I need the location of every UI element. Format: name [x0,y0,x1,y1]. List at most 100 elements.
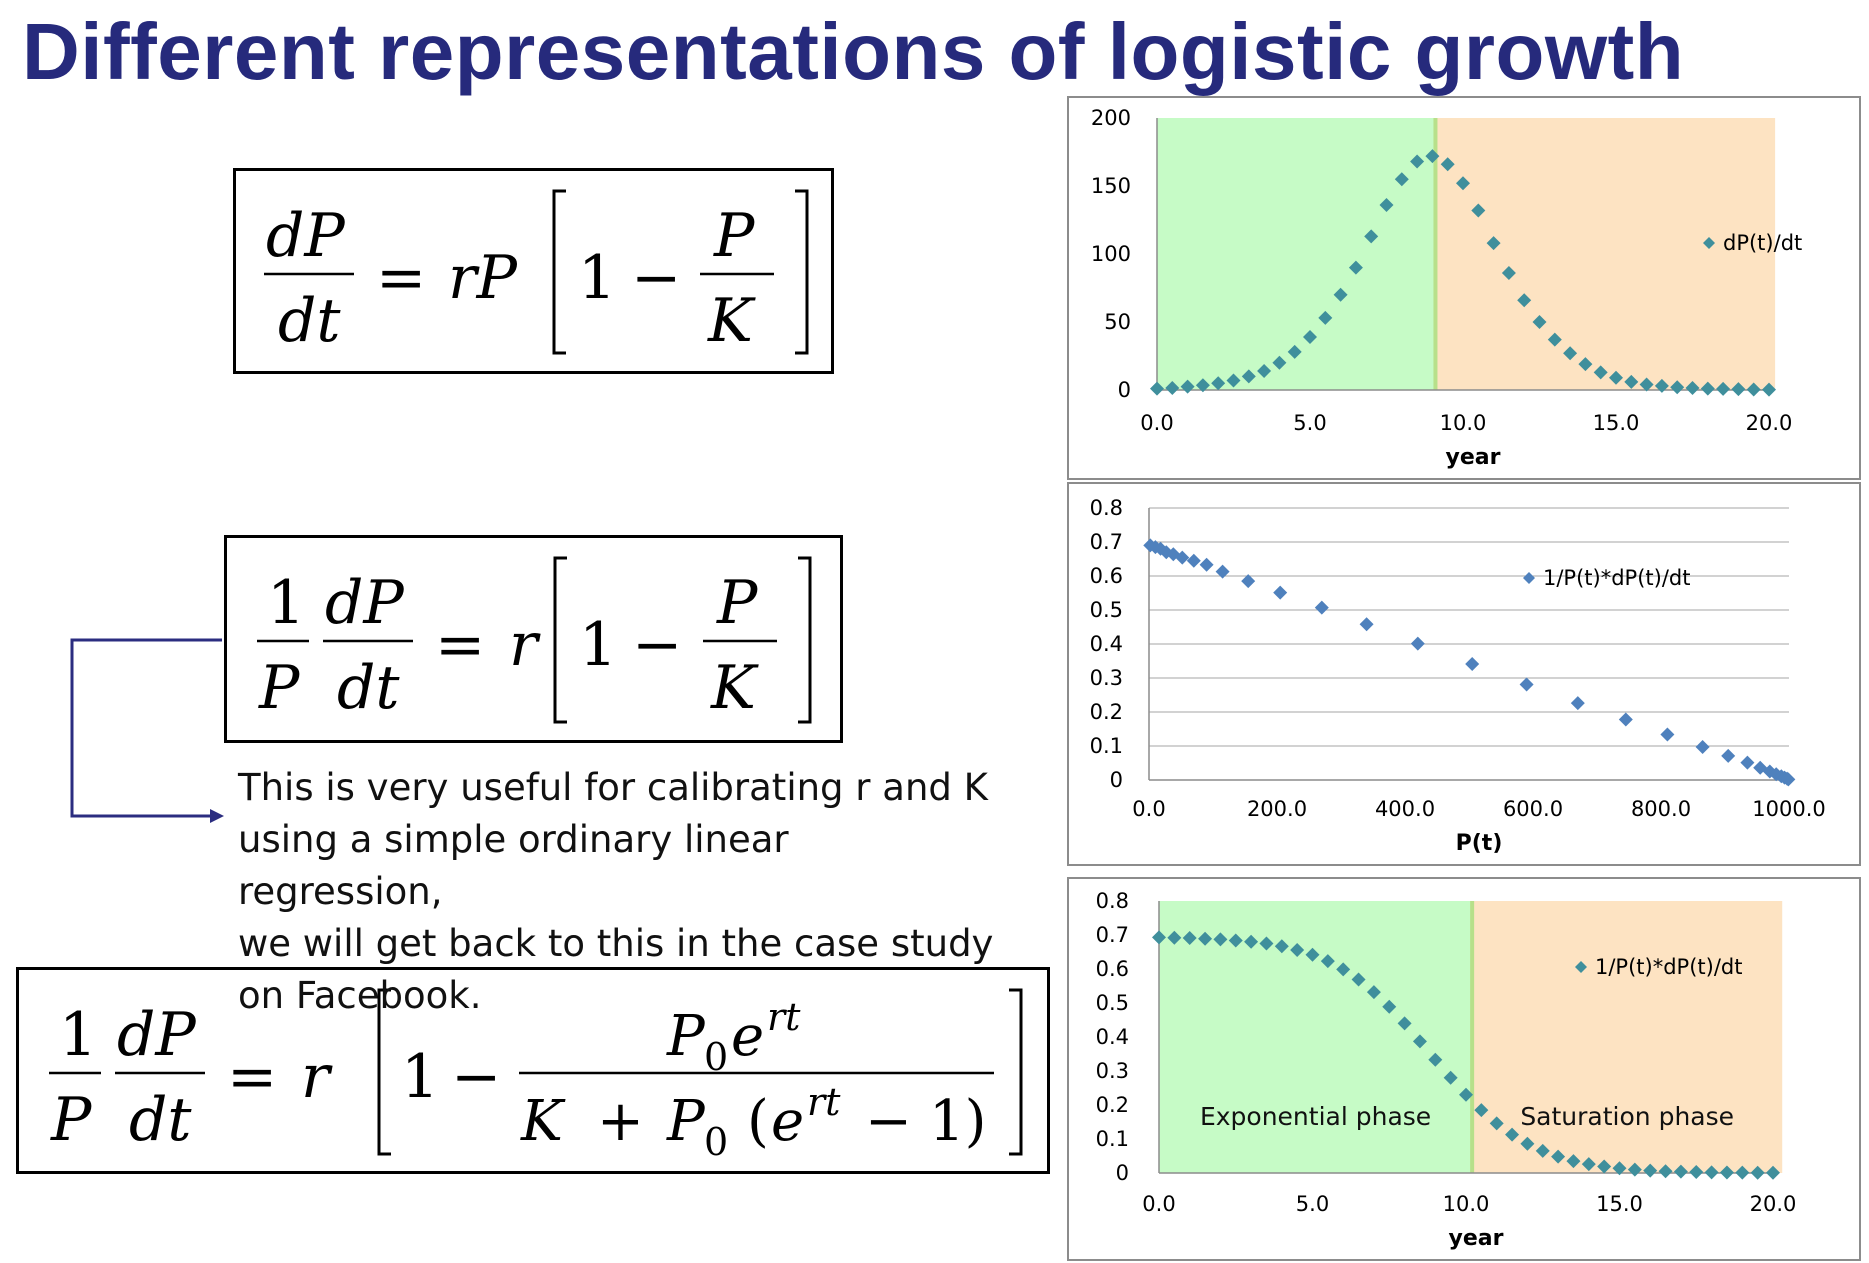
data-point [1382,999,1397,1014]
svg-text:=: = [376,243,426,313]
data-point [1226,373,1241,388]
x-tick-label: 20.0 [1746,411,1793,435]
data-point [1643,1163,1658,1178]
svg-text:0: 0 [704,1035,728,1079]
data-point [1333,287,1348,302]
svg-text:P: P [666,1089,706,1154]
svg-text:P: P [713,201,756,271]
data-point [1152,930,1166,945]
y-tick-label: 50 [1104,310,1131,334]
data-point [1394,172,1409,187]
data-point [1410,636,1425,651]
note-line: using a simple ordinary linear regressio… [238,818,789,913]
page-title: Different representations of logistic gr… [22,7,1685,96]
data-point [1379,198,1394,213]
data-point [1474,1103,1489,1118]
data-point [1186,553,1201,568]
svg-text:+: + [597,1089,644,1154]
data-point [1273,585,1288,600]
chart-per-capita-vs-year-svg: 0 0.1 0.2 0.3 0.4 0.5 0.6 0.7 0.8 0.0 5.0 10.0 15.0 2… [1096,889,1797,1251]
svg-text:1: 1 [578,243,616,313]
svg-text:(: ( [747,1089,769,1154]
data-point [1654,378,1669,393]
data-point [1597,1159,1612,1174]
legend-label: 1/P(t)*dP(t)/dt [1543,566,1690,590]
data-point [1660,727,1675,742]
data-point [1244,934,1259,949]
y-tick-label: 0.6 [1090,564,1123,588]
data-point [1465,657,1480,672]
svg-text:e: e [771,1089,804,1154]
data-point [1689,1164,1704,1179]
y-tick-label: 0 [1116,1161,1129,1185]
svg-text:1: 1 [579,610,617,680]
data-point [1150,381,1164,396]
svg-text:e: e [731,1004,764,1069]
legend-label: 1/P(t)*dP(t)/dt [1595,955,1742,979]
svg-text:−: − [631,243,681,313]
data-point [1425,149,1440,164]
data-point [1274,939,1289,954]
y-tick-label: 0.8 [1096,889,1129,913]
svg-text:P: P [716,568,759,638]
x-axis-label: year [1449,1226,1504,1251]
svg-text:−: − [865,1089,912,1154]
svg-text:dt: dt [278,286,341,356]
note-line: we will get back to this in the case stu… [238,922,994,965]
equation-box-3: 1 P dP dt = r 1 − P 0 e rt K + P 0 ( e r… [16,967,1050,1174]
x-tick-label: 10.0 [1440,411,1487,435]
svg-text:rt: rt [767,995,801,1039]
svg-text:1: 1 [267,568,305,638]
data-point [1704,1165,1719,1180]
y-tick-label: 0.4 [1096,1025,1129,1049]
data-point [1750,1165,1765,1180]
data-point [1257,363,1272,378]
x-tick-label: 1000.0 [1752,797,1825,821]
data-point [1428,1052,1443,1067]
x-tick-label: 5.0 [1293,411,1326,435]
data-point [1762,382,1776,397]
svg-text:−: − [632,610,682,680]
x-axis-label: P(t) [1456,831,1503,856]
x-tick-label: 20.0 [1750,1192,1797,1216]
data-point [1287,344,1302,359]
data-point [1459,1087,1473,1102]
data-point [1570,696,1585,711]
data-point [1290,942,1305,957]
chart-per-capita-vs-population: 0 0.1 0.2 0.3 0.4 0.5 0.6 0.7 0.8 0.0 200.0 400.0 60… [1067,482,1861,866]
svg-text:P: P [666,1004,706,1069]
data-point [1215,564,1230,579]
data-point [1336,962,1351,977]
exponential-phase-label: Exponential phase [1200,1102,1431,1131]
svg-text:dP: dP [266,201,346,271]
data-point [1348,260,1363,275]
data-point [1366,985,1381,1000]
y-tick-label: 0.7 [1090,530,1123,554]
data-point [1685,380,1700,395]
data-point [1670,380,1685,395]
data-point [1593,365,1608,380]
equation-box-2: 1 P dP dt = r 1 − P K [224,535,843,743]
data-point [1746,382,1761,397]
note-line: This is very useful for calibrating r an… [238,766,988,809]
chart-growth-rate: 0 50 100 150 200 0.0 5.0 10.0 15.0 20.0 year dP(t)/… [1067,96,1861,480]
data-point [1195,378,1210,393]
svg-text:dt: dt [337,653,400,723]
data-point [1719,1165,1734,1180]
data-point [1175,550,1190,565]
data-point [1612,1161,1627,1176]
svg-text:r: r [301,1042,333,1112]
x-tick-label: 0.0 [1142,1192,1175,1216]
data-point [1397,1016,1412,1031]
data-point [1440,157,1455,172]
data-point [1740,755,1755,770]
x-tick-label: 15.0 [1596,1192,1643,1216]
data-point [1241,369,1256,384]
data-point [1609,370,1623,385]
svg-text:−: − [451,1042,501,1112]
svg-text:K: K [707,286,756,356]
data-point [1762,764,1777,779]
svg-text:r: r [509,610,541,680]
data-point [1241,574,1256,589]
svg-text:dP: dP [325,568,405,638]
